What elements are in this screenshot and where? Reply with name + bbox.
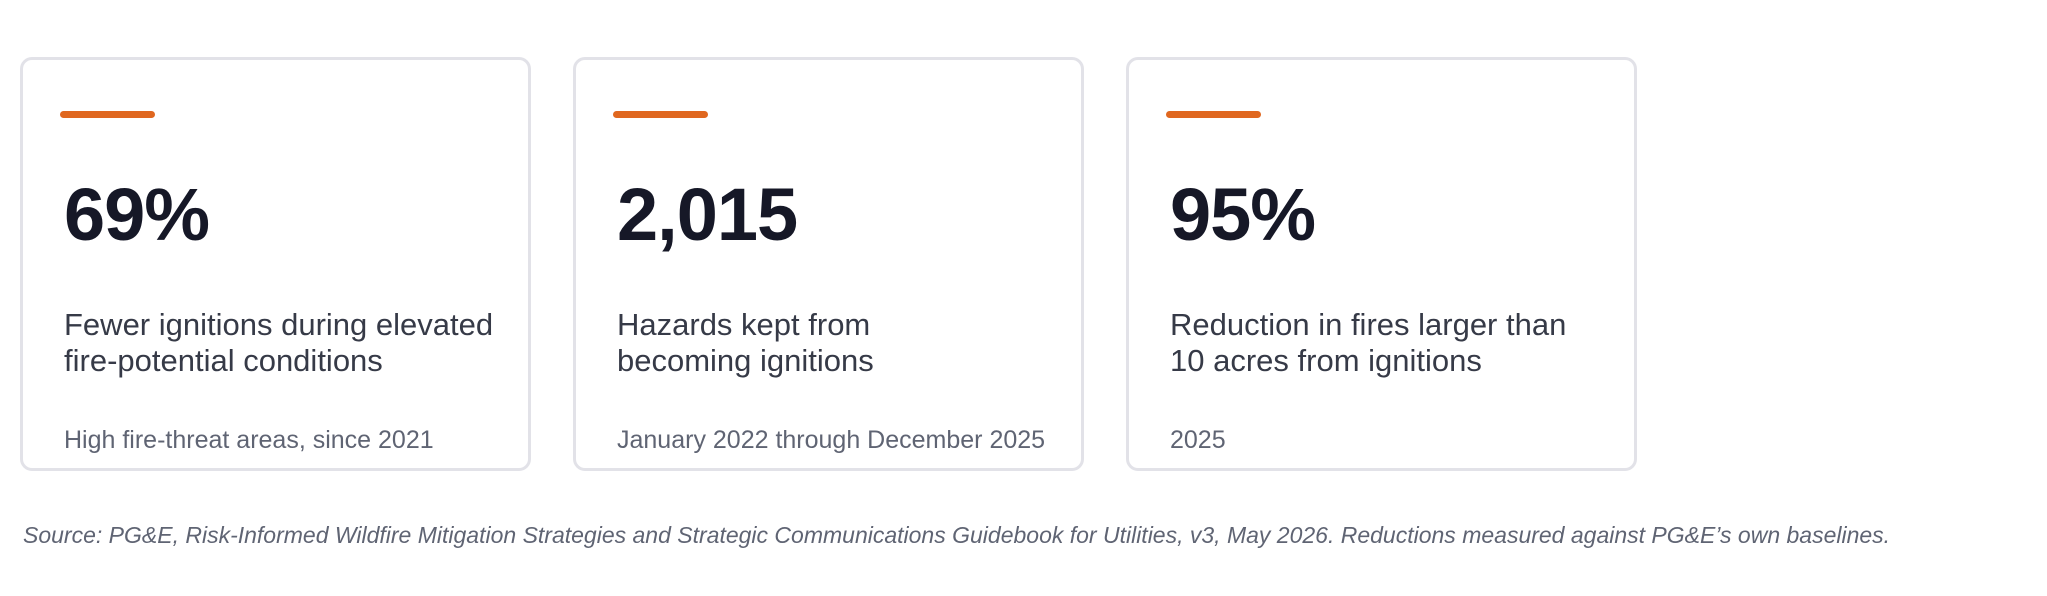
accent-bar [60,111,155,118]
stat-footnote: 2025 [1170,426,1226,454]
accent-bar [1166,111,1261,118]
stat-description-line: Reduction in fires larger than [1170,307,1567,342]
stat-description: Fewer ignitions during elevated fire-pot… [64,307,524,379]
stat-value: 69% [64,173,210,256]
stat-card-large-fires: 95% Reduction in fires larger than 10 ac… [1126,57,1637,471]
stat-value: 95% [1170,173,1316,256]
stat-footnote: High fire-threat areas, since 2021 [64,426,434,454]
stat-description: Reduction in fires larger than 10 acres … [1170,307,1630,379]
stat-footnote: January 2022 through December 2025 [617,426,1046,454]
stat-cards: 69% Fewer ignitions during elevated fire… [20,57,1637,471]
stat-description-line: fire-potential conditions [64,343,383,378]
source-note: Source: PG&E, Risk-Informed Wildfire Mit… [23,522,1891,548]
accent-bar [613,111,708,118]
stat-description-line: Fewer ignitions during elevated [64,307,494,342]
stat-value: 2,015 [617,173,798,256]
stat-description-line: Hazards kept from [617,307,871,342]
stat-description-line: 10 acres from ignitions [1170,343,1482,378]
stat-card-ignitions: 69% Fewer ignitions during elevated fire… [20,57,531,471]
stat-description-line: becoming ignitions [617,343,874,378]
stat-description: Hazards kept from becoming ignitions [617,307,1077,379]
stat-card-hazards: 2,015 Hazards kept from becoming ignitio… [573,57,1084,471]
